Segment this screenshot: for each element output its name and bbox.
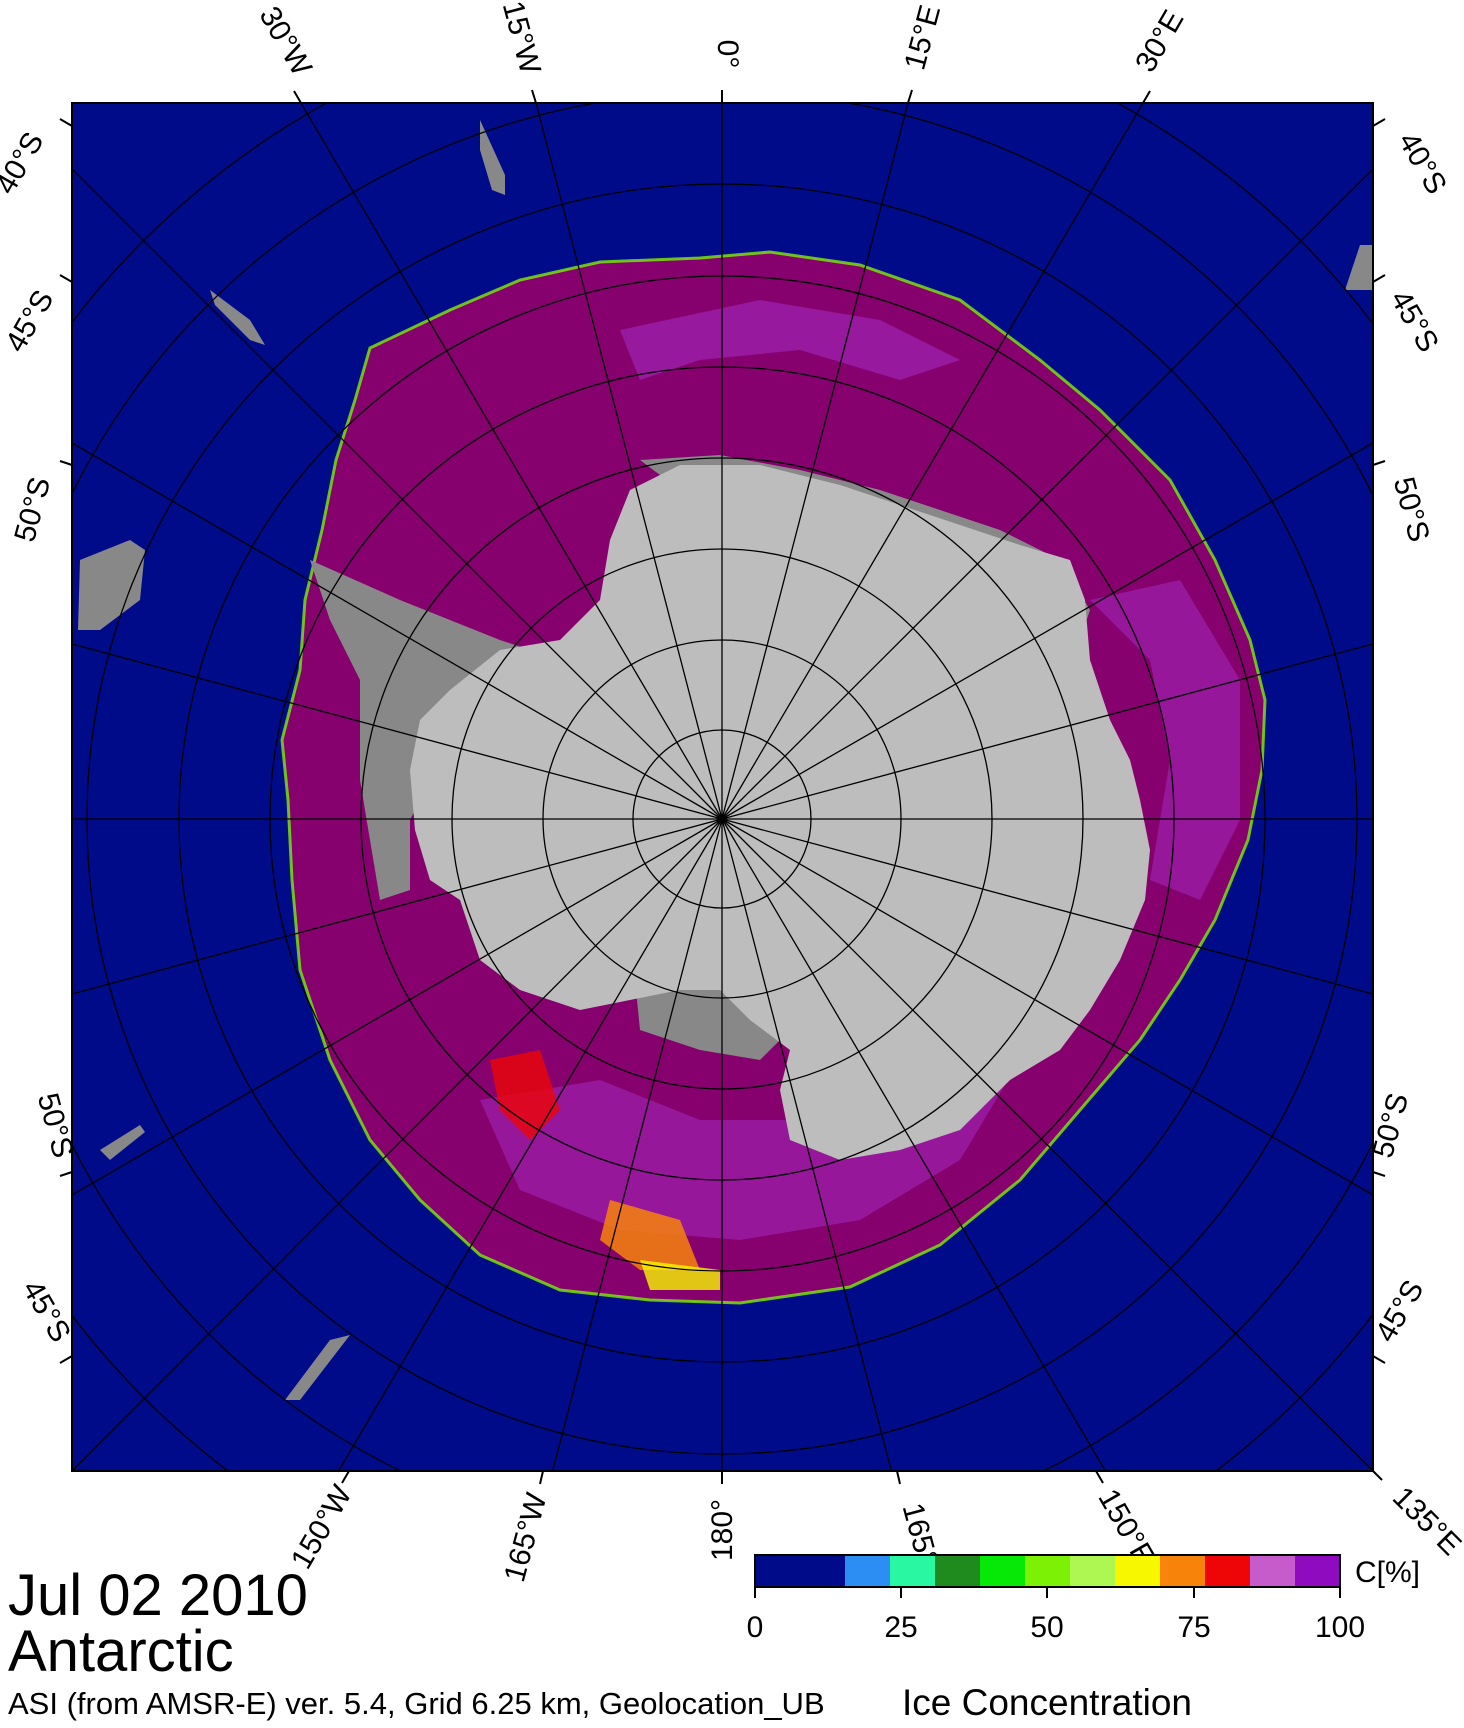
- island: [100, 1125, 145, 1160]
- colorbar-segment: [755, 1555, 801, 1587]
- antarctica: [410, 465, 1150, 1160]
- colorbar: [755, 1555, 1341, 1587]
- longitude-label-bottom: 135°E: [1386, 1481, 1464, 1562]
- colorbar-segment: [890, 1555, 936, 1587]
- date-label: Jul 02 2010: [8, 1563, 308, 1628]
- longitude-label-bottom: 165°W: [498, 1489, 553, 1585]
- colorbar-segment: [1250, 1555, 1296, 1587]
- longitude-label-top: 0°: [711, 40, 744, 69]
- longitude-label-top: 15°W: [496, 0, 547, 78]
- latitude-label-left: 45°S: [16, 1275, 77, 1348]
- longitude-label-top: 30°W: [253, 1, 319, 82]
- colorbar-segment: [1025, 1555, 1071, 1587]
- colorbar-segment: [1205, 1555, 1251, 1587]
- longitude-label-bottom: 150°W: [285, 1479, 359, 1574]
- colorbar-segment: [800, 1555, 846, 1587]
- latitude-label-right: 45°S: [1369, 1275, 1430, 1348]
- latitude-label-right: 50°S: [1387, 474, 1436, 546]
- colorbar-segment: [980, 1555, 1026, 1587]
- latitude-label-left: 50°S: [8, 474, 57, 546]
- ice-edge-mid: [640, 1260, 720, 1290]
- colorbar-tick-label: 100: [1315, 1611, 1365, 1644]
- island: [285, 1335, 350, 1400]
- sea-ice-light-band: [1090, 580, 1240, 900]
- colorbar-segment: [1115, 1555, 1161, 1587]
- island: [210, 290, 265, 345]
- longitude-label-bottom: 180°: [706, 1499, 739, 1561]
- product-info: ASI (from AMSR-E) ver. 5.4, Grid 6.25 km…: [8, 1686, 825, 1721]
- product-title: Ice Concentration: [902, 1682, 1193, 1723]
- colorbar-tick-label: 50: [1030, 1611, 1063, 1644]
- latitude-label-right: 45°S: [1384, 285, 1445, 358]
- ice-edge-high: [490, 1050, 560, 1140]
- colorbar-segment: [845, 1555, 891, 1587]
- longitude-label-top: 15°E: [898, 2, 947, 74]
- latitude-label-right: 40°S: [1392, 127, 1453, 200]
- colorbar-segment: [1160, 1555, 1206, 1587]
- frame-ticks: [59, 89, 1386, 1485]
- sea-ice-light-band: [620, 300, 960, 380]
- colorbar-tick-label: 25: [884, 1611, 917, 1644]
- colorbar-tick-label: 75: [1177, 1611, 1210, 1644]
- ice-edge-outline: [280, 250, 1267, 1305]
- latitude-label-left: 45°S: [0, 285, 60, 358]
- island: [1345, 245, 1373, 290]
- longitude-label-top: 30°E: [1129, 5, 1190, 78]
- island: [78, 540, 145, 630]
- colorbar-ticks: [754, 1587, 1341, 1598]
- latitude-label-left: 40°S: [0, 127, 50, 200]
- colorbar-segment: [935, 1555, 981, 1587]
- colorbar-tick-label: 0: [747, 1611, 764, 1644]
- region-label: Antarctic: [8, 1619, 234, 1684]
- colorbar-unit-label: C[%]: [1355, 1556, 1420, 1589]
- island: [480, 120, 505, 195]
- graticule: [72, 103, 1373, 1471]
- ice-edge-high: [600, 1200, 700, 1270]
- colorbar-segment: [1295, 1555, 1341, 1587]
- colorbar-segment: [1070, 1555, 1116, 1587]
